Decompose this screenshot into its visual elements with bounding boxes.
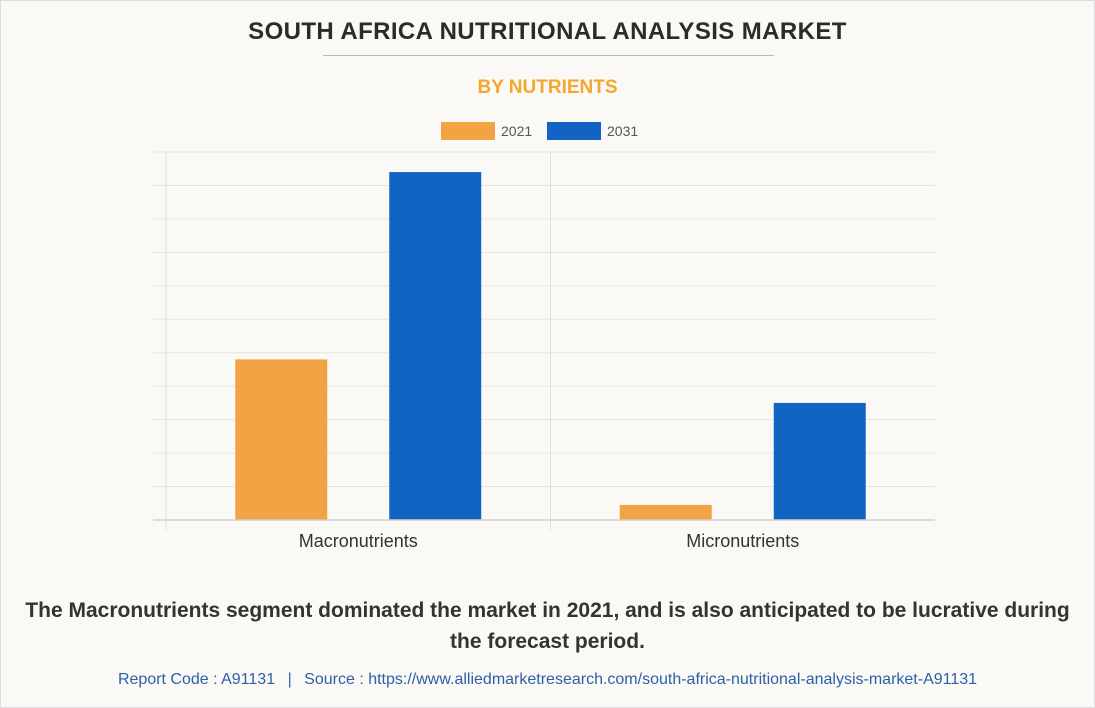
footer: Report Code : A91131 | Source : https://…: [1, 671, 1094, 689]
report-code: Report Code : A91131: [117, 671, 276, 688]
bar-2021-macronutrients: [235, 359, 328, 520]
footer-separator: |: [287, 671, 292, 688]
chart-subtitle: BY NUTRIENTS: [477, 77, 618, 98]
legend-swatch-2031: [547, 122, 601, 140]
bar-2021-micronutrients: [619, 504, 712, 520]
bar-2031-micronutrients: [773, 402, 866, 520]
legend-label-2021: 2021: [501, 123, 532, 139]
legend-swatch-2021: [441, 122, 495, 140]
title-divider: [323, 55, 774, 56]
x-tick-label: Macronutrients: [299, 531, 418, 551]
x-tick-label: Micronutrients: [686, 531, 799, 551]
bar-2031-macronutrients: [389, 172, 482, 520]
bar-chart: Macronutrients Micronutrients 2021 2031: [153, 122, 935, 551]
chart-caption: The Macronutrients segment dominated the…: [25, 599, 1070, 653]
chart-title: SOUTH AFRICA NUTRITIONAL ANALYSIS MARKET: [248, 18, 847, 45]
source-link[interactable]: Source : https://www.alliedmarketresearc…: [304, 671, 978, 688]
legend-label-2031: 2031: [607, 123, 638, 139]
